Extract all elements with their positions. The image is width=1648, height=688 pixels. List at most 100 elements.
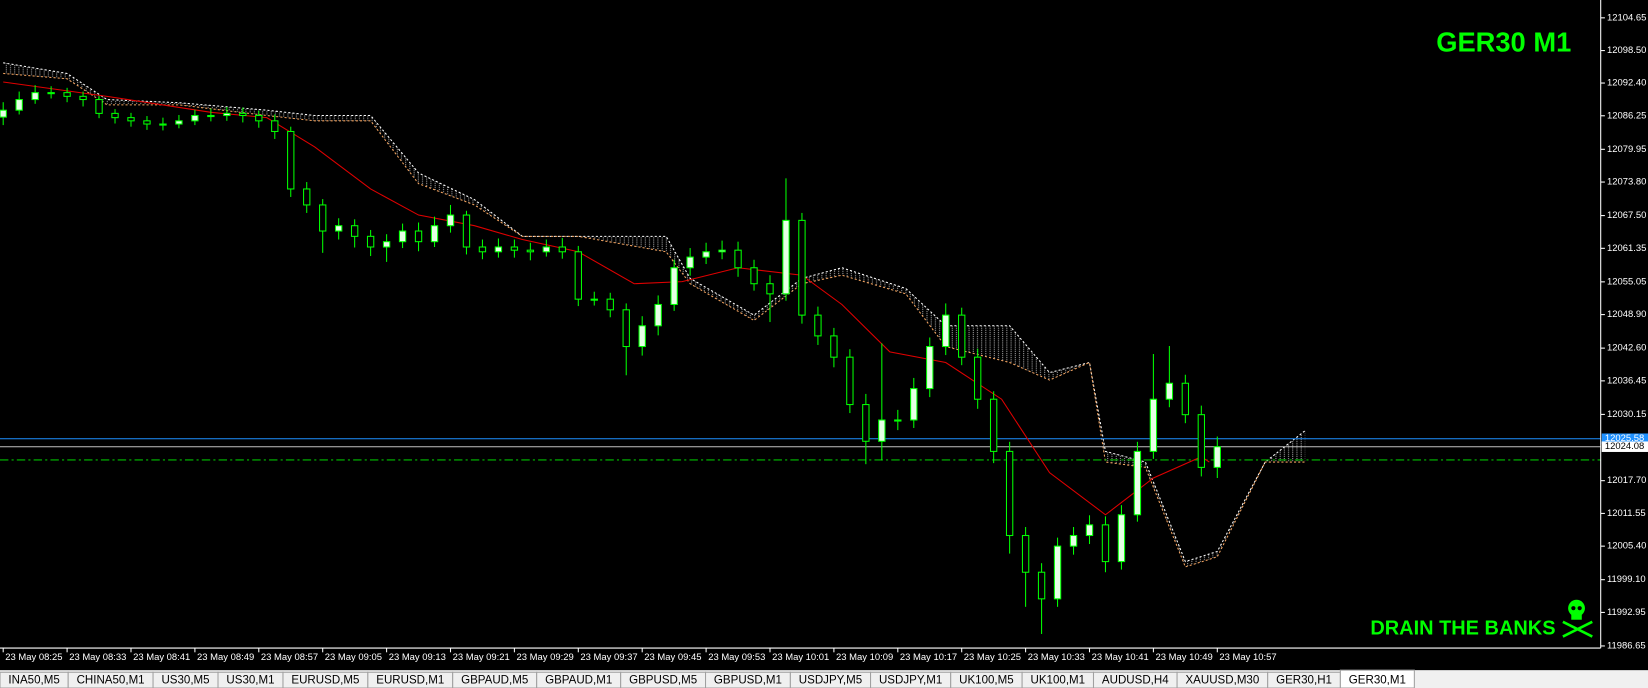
candle-body	[862, 404, 870, 442]
candle-body	[1069, 534, 1078, 547]
tab-label[interactable]: GER30,H1	[1276, 675, 1332, 687]
candle-body	[638, 325, 646, 348]
candle-body	[478, 246, 487, 253]
y-tick-label: 12061.35	[1607, 243, 1646, 254]
x-tick-label: 23 May 08:41	[133, 652, 190, 663]
tab-label[interactable]: GBPAUD,M5	[461, 675, 528, 687]
candle-body	[590, 298, 598, 301]
tab-label[interactable]: AUDUSD,H4	[1102, 675, 1169, 687]
tab-label[interactable]: INA50,M5	[8, 675, 59, 687]
candle-body	[1037, 571, 1046, 600]
candle-body	[1181, 382, 1190, 416]
x-tick-label: 23 May 09:45	[644, 652, 701, 663]
candle-body	[255, 114, 263, 122]
candle-body	[79, 95, 87, 101]
x-tick-label: 23 May 09:37	[580, 652, 637, 663]
chart-background	[0, 0, 1648, 670]
candle-body	[574, 251, 582, 300]
candle-body	[127, 117, 135, 122]
tab-strip: INA50,M5 CHINA50,M1 US30,M5 US30,M1 EURUSD,M…	[0, 669, 1415, 688]
x-tick-label: 23 May 10:49	[1156, 652, 1213, 663]
y-tick-label: 12005.40	[1607, 541, 1646, 552]
candle-body	[143, 120, 151, 125]
candle-body	[1085, 524, 1094, 537]
y-tick-label: 12092.40	[1607, 78, 1646, 89]
candle-body	[47, 92, 55, 95]
candle-body	[382, 241, 391, 248]
x-tick-label: 23 May 10:01	[772, 652, 829, 663]
x-tick-label: 23 May 09:29	[517, 652, 574, 663]
candle-body	[973, 356, 982, 400]
x-tick-label: 23 May 10:17	[900, 652, 957, 663]
candle-body	[350, 225, 359, 237]
x-tick-label: 23 May 10:41	[1092, 652, 1149, 663]
candle-body	[510, 246, 519, 251]
y-tick-label: 12055.05	[1607, 276, 1646, 287]
candle-body	[1101, 524, 1110, 563]
candle-body	[15, 99, 23, 111]
tab[interactable]	[1339, 669, 1415, 688]
y-tick-label: 12030.15	[1607, 409, 1646, 420]
candle-body	[846, 356, 854, 406]
cloud-span-b	[3, 72, 1306, 568]
candle-body	[798, 219, 806, 316]
candle-body	[191, 114, 199, 122]
tab-label[interactable]: XAUUSD,M30	[1185, 675, 1259, 687]
tab-label[interactable]: GBPAUD,M1	[545, 675, 612, 687]
y-tick-label: 11999.10	[1607, 574, 1646, 585]
y-tick-label: 12104.65	[1607, 12, 1646, 23]
y-tick-label: 12098.50	[1607, 45, 1646, 56]
tab-label[interactable]: CHINA50,M1	[77, 675, 145, 687]
tab-label[interactable]: GBPUSD,M5	[629, 675, 697, 687]
candle-body	[414, 230, 423, 243]
x-tick-label: 23 May 09:21	[453, 652, 510, 663]
candle-body	[766, 283, 774, 295]
candle-body	[989, 398, 998, 452]
y-tick-label: 12042.60	[1607, 343, 1646, 354]
candle-body	[1149, 398, 1158, 452]
candle-body	[1005, 450, 1014, 537]
candle-body	[670, 267, 678, 306]
tab-label[interactable]: US30,M5	[161, 675, 209, 687]
candle-body	[734, 249, 742, 269]
y-tick-label: 12048.90	[1607, 309, 1646, 320]
x-tick-label: 23 May 08:49	[197, 652, 254, 663]
tab-label[interactable]: US30,M1	[226, 675, 274, 687]
chart-title: GER30 M1	[1436, 26, 1571, 57]
tab-label[interactable]: UK100,M5	[959, 675, 1014, 687]
watermark: DRAIN THE BANKS	[1370, 617, 1555, 639]
candle-body	[958, 314, 966, 358]
candle-body	[1021, 534, 1030, 573]
candle-body	[0, 109, 7, 118]
tab-label[interactable]: USDJPY,M5	[799, 675, 862, 687]
x-tick-label: 23 May 09:53	[708, 652, 765, 663]
moving-average	[3, 81, 1210, 516]
price-label: 12025.58	[1605, 433, 1644, 444]
tab-label[interactable]: EURUSD,M1	[376, 675, 444, 687]
candle-body	[1213, 446, 1221, 468]
skull-icon	[1562, 599, 1593, 638]
candle-body	[207, 114, 215, 118]
candle-body	[287, 130, 295, 190]
candle-body	[1053, 545, 1062, 600]
candle-body	[271, 120, 279, 133]
candle-body	[494, 246, 503, 253]
candle-body	[31, 92, 39, 101]
candle-body	[111, 112, 119, 119]
candle-body	[622, 309, 630, 348]
candle-body	[654, 303, 662, 327]
tab-label[interactable]: GBPUSD,M1	[714, 675, 782, 687]
candle-body	[782, 219, 790, 295]
y-tick-label: 11992.95	[1607, 607, 1646, 618]
candle-body	[830, 335, 838, 358]
tab-label[interactable]: EURUSD,M5	[291, 675, 359, 687]
y-tick-label: 12017.70	[1607, 475, 1646, 486]
candle-body	[606, 298, 614, 311]
y-tick-label: 12067.50	[1607, 210, 1646, 221]
y-tick-label: 12011.55	[1607, 508, 1646, 519]
x-tick-label: 23 May 08:57	[261, 652, 318, 663]
tab-label[interactable]: USDJPY,M1	[879, 675, 942, 687]
tab-label[interactable]: GER30,M1	[1349, 675, 1406, 687]
tab-label[interactable]: UK100,M1	[1031, 675, 1086, 687]
candle-body	[558, 246, 567, 253]
